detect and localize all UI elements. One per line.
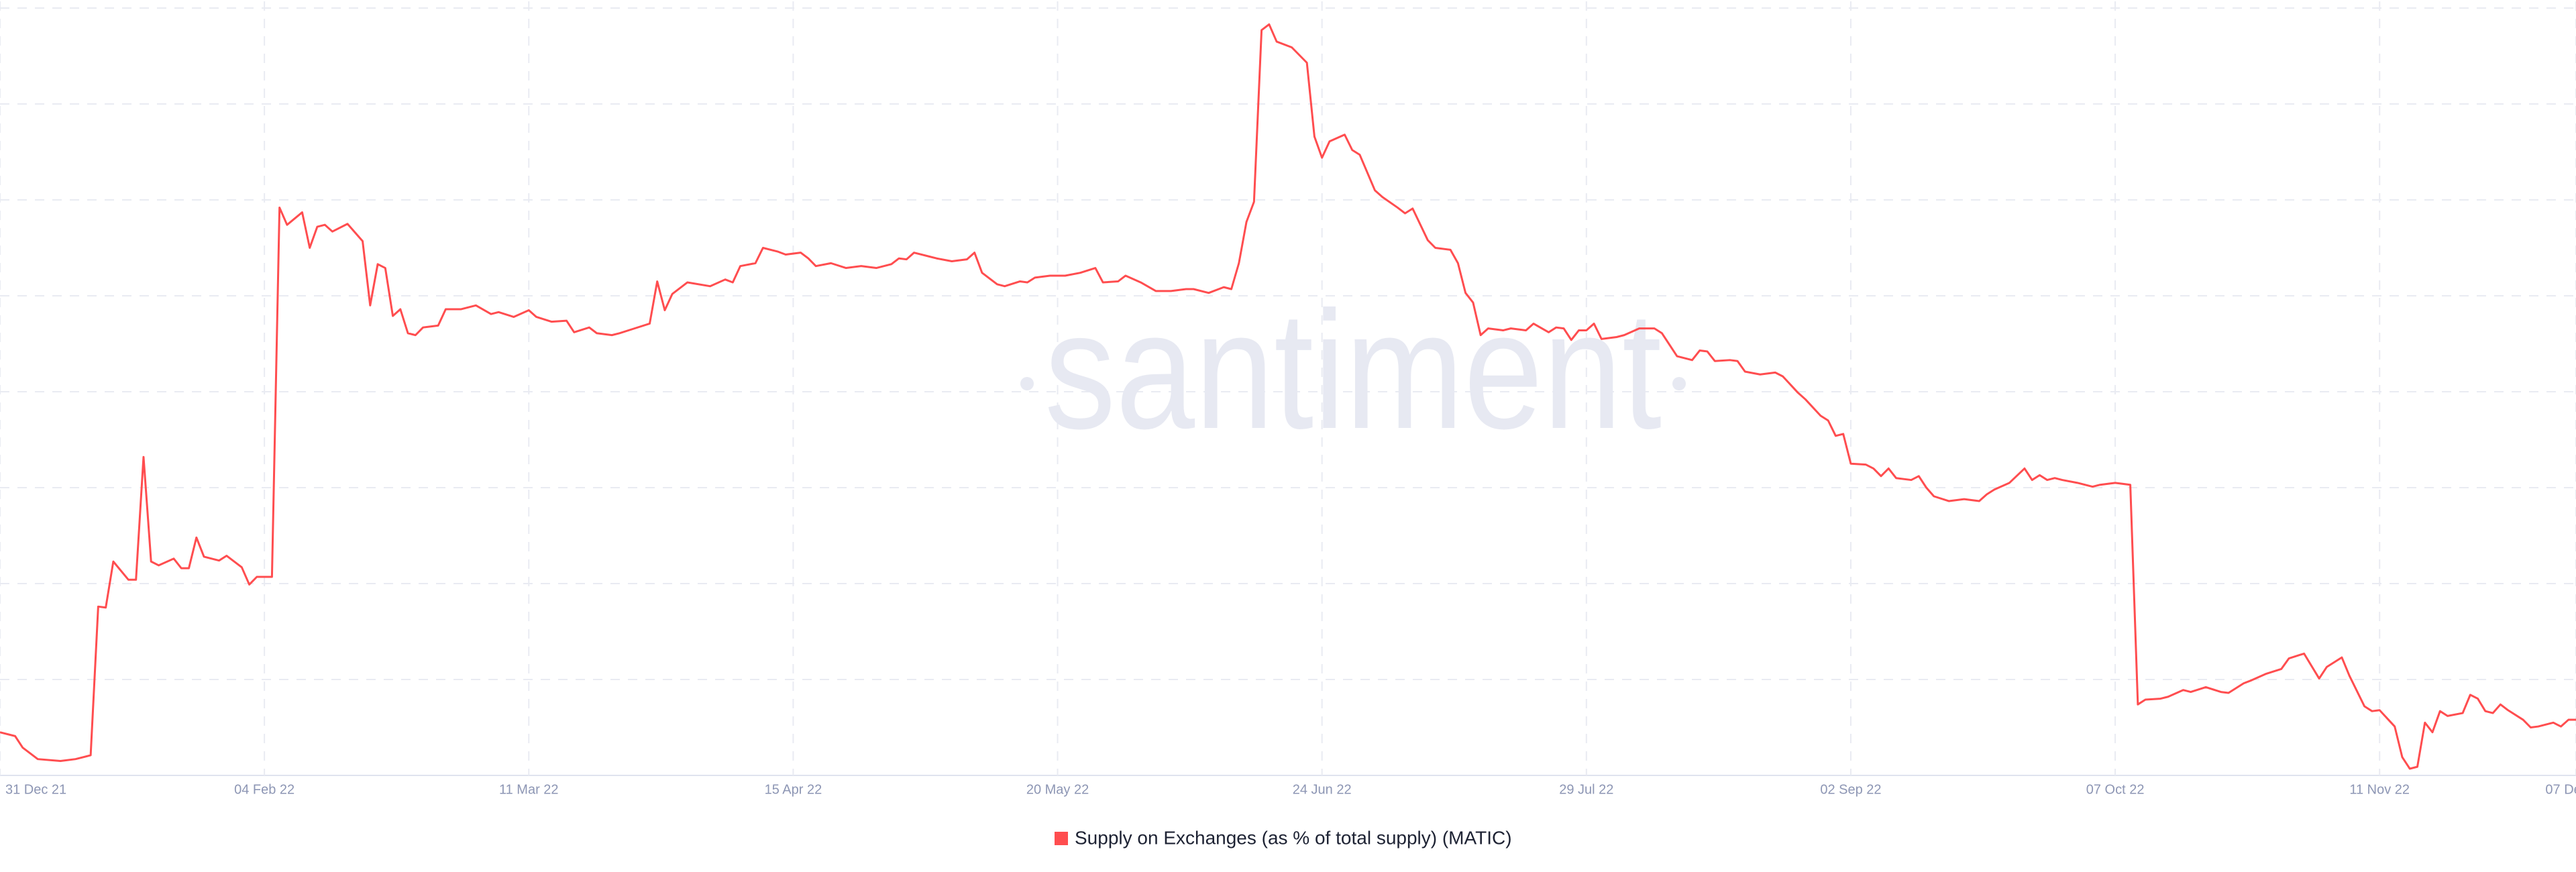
legend: Supply on Exchanges (as % of total suppl… (1055, 827, 1512, 848)
x-tick-label: 20 May 22 (1026, 782, 1089, 797)
x-tick-label: 11 Mar 22 (499, 782, 559, 797)
x-tick-label: 02 Sep 22 (1820, 782, 1881, 797)
grid: 31 Dec 21 04 Feb 22 11 Mar 22 15 Apr 22 20 M… (0, 1, 2576, 797)
plot (0, 23, 2576, 770)
data-line (0, 23, 2576, 770)
watermark-dot (1020, 377, 1034, 390)
x-tick-label: 31 Dec 21 (5, 782, 66, 797)
x-tick-label: 07 Dec 22 (2545, 782, 2576, 797)
x-tick-label: 11 Nov 22 (2349, 782, 2410, 797)
legend-item: Supply on Exchanges (as % of total suppl… (1055, 827, 1512, 848)
x-tick-label: 29 Jul 22 (1559, 782, 1613, 797)
x-tick-label: 15 Apr 22 (765, 782, 822, 797)
x-tick-label: 07 Oct 22 (2086, 782, 2145, 797)
watermark: santiment (1020, 276, 1686, 464)
watermark-text: santiment (1044, 276, 1662, 464)
x-tick-label: 04 Feb 22 (234, 782, 294, 797)
x-tick-label: 24 Jun 22 (1293, 782, 1352, 797)
legend-swatch (1055, 832, 1068, 845)
watermark-dot (1672, 377, 1686, 390)
legend-label: Supply on Exchanges (as % of total suppl… (1075, 827, 1512, 848)
